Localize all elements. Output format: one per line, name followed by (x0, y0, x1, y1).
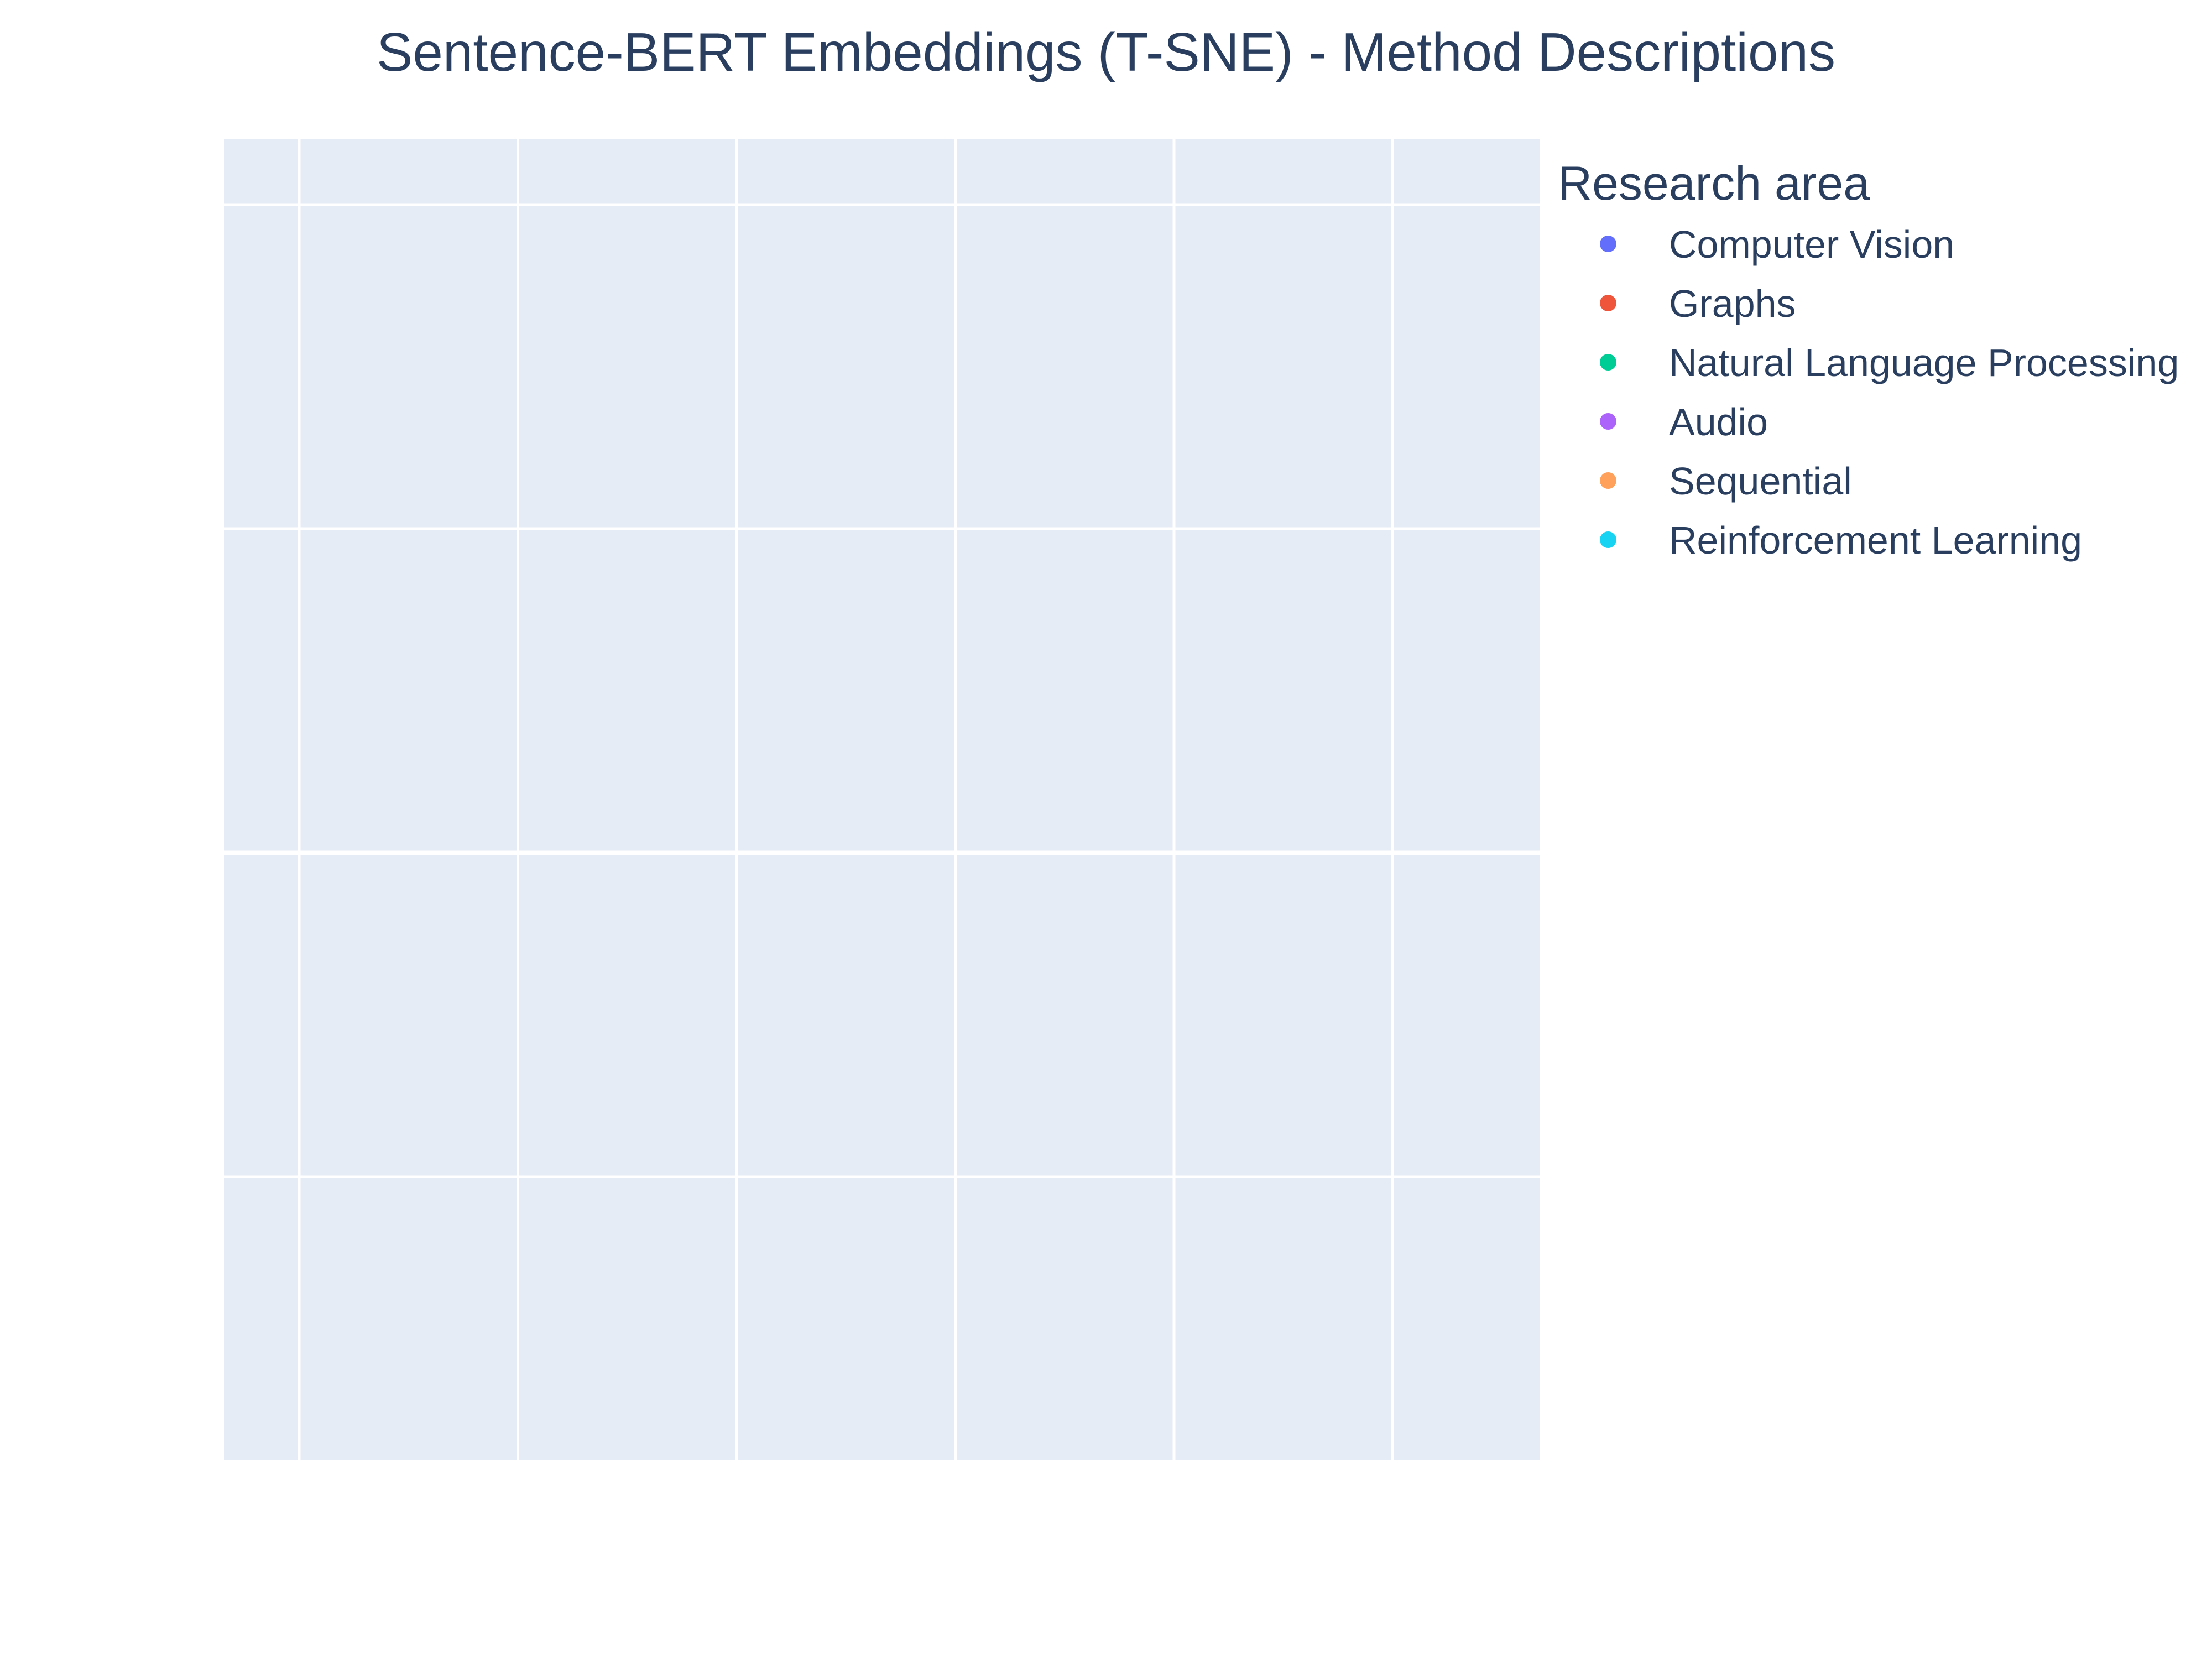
legend-label: Graphs (1669, 282, 1796, 325)
plot-area (224, 139, 1540, 1460)
legend-marker-icon (1600, 531, 1616, 548)
legend-marker-icon (1600, 236, 1616, 252)
legend: Research area Computer Vision Graphs Natur… (1558, 156, 2205, 570)
legend-item[interactable]: Audio (1558, 392, 2205, 451)
legend-label: Sequential (1669, 460, 1852, 503)
legend-label: Natural Language Processing (1669, 341, 2179, 384)
legend-label: Reinforcement Learning (1669, 519, 2083, 562)
legend-marker-icon (1600, 413, 1616, 430)
legend-label: Computer Vision (1669, 223, 1955, 266)
legend-marker-icon (1600, 472, 1616, 489)
legend-item[interactable]: Sequential (1558, 451, 2205, 510)
legend-item[interactable]: Reinforcement Learning (1558, 510, 2205, 570)
legend-label: Audio (1669, 400, 1768, 444)
legend-items: Computer Vision Graphs Natural Language Pr… (1558, 215, 2205, 570)
legend-item[interactable]: Computer Vision (1558, 215, 2205, 274)
gridlines (224, 139, 1540, 1460)
legend-title: Research area (1558, 157, 1870, 210)
legend-item[interactable]: Natural Language Processing (1558, 333, 2205, 392)
legend-item[interactable]: Graphs (1558, 274, 2205, 333)
chart-title: Sentence-BERT Embeddings (T-SNE) - Metho… (376, 22, 1836, 82)
legend-marker-icon (1600, 354, 1616, 371)
legend-marker-icon (1600, 295, 1616, 311)
